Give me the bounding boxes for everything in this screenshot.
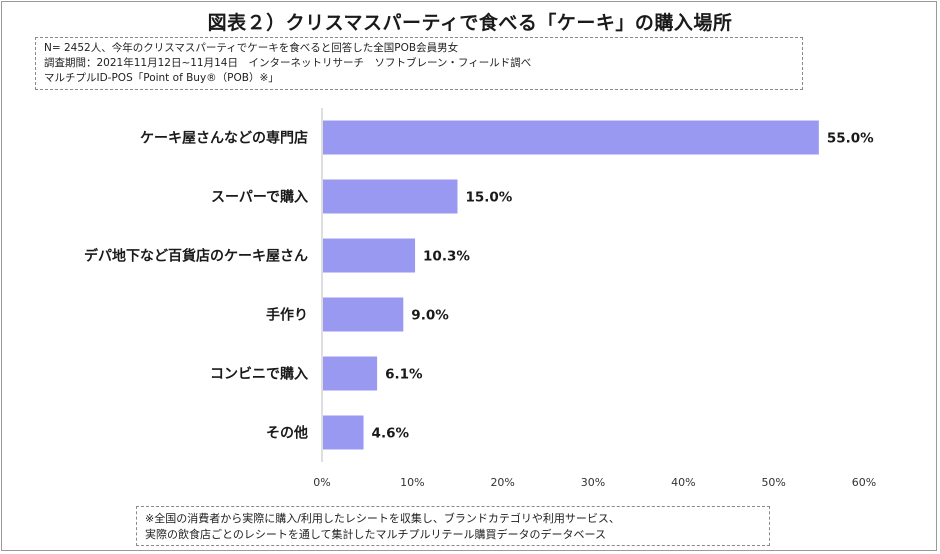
x-tick-label: 60% xyxy=(852,476,876,489)
category-label: コンビニで購入 xyxy=(210,366,308,383)
x-tick-label: 0% xyxy=(313,476,330,489)
survey-note-line: 調査期間：2021年11月12日~11月14日 インターネットリサーチ ソフトブ… xyxy=(44,57,532,69)
bar xyxy=(323,238,416,273)
bar xyxy=(323,120,819,155)
category-label: スーパーで購入 xyxy=(211,189,308,206)
footnote-line: ※全国の消費者から実際に購入/利用したレシートを収集し、ブランドカテゴリや利用サ… xyxy=(145,512,620,525)
value-label: 9.0% xyxy=(411,308,449,324)
x-tick-label: 30% xyxy=(581,476,605,489)
x-tick-label: 40% xyxy=(671,476,695,489)
category-label: デパ地下など百貨店のケーキ屋さん xyxy=(84,248,308,265)
category-label: その他 xyxy=(266,425,308,442)
survey-note: N= 2452人、今年のクリスマスパーティでケーキを食べると回答した全国POB会… xyxy=(35,37,803,90)
bar xyxy=(323,415,364,450)
category-label: ケーキ屋さんなどの専門店 xyxy=(140,130,308,147)
value-label: 15.0% xyxy=(466,190,513,206)
value-label: 6.1% xyxy=(385,367,423,383)
x-tick-label: 50% xyxy=(761,476,785,489)
value-label: 10.3% xyxy=(423,249,470,265)
value-label: 4.6% xyxy=(372,426,410,442)
value-label: 55.0% xyxy=(827,131,874,147)
survey-note-line: マルチプルID-POS「Point of Buy®（POB）※」 xyxy=(44,72,279,84)
footnote-line: 実際の飲食店ごとのレシートを通して集計したマルチプルリテール購買データのデータベ… xyxy=(145,528,607,541)
x-tick-label: 20% xyxy=(490,476,514,489)
bar xyxy=(323,179,458,214)
category-label: 手作り xyxy=(266,307,308,324)
footnote: ※全国の消費者から実際に購入/利用したレシートを収集し、ブランドカテゴリや利用サ… xyxy=(136,506,770,546)
x-tick-label: 10% xyxy=(400,476,424,489)
bar xyxy=(323,297,404,332)
chart-title: 図表２）クリスマスパーティで食べる「ケーキ」の購入場所 xyxy=(207,12,733,34)
bar xyxy=(323,356,378,391)
survey-note-line: N= 2452人、今年のクリスマスパーティでケーキを食べると回答した全国POB会… xyxy=(44,42,459,54)
